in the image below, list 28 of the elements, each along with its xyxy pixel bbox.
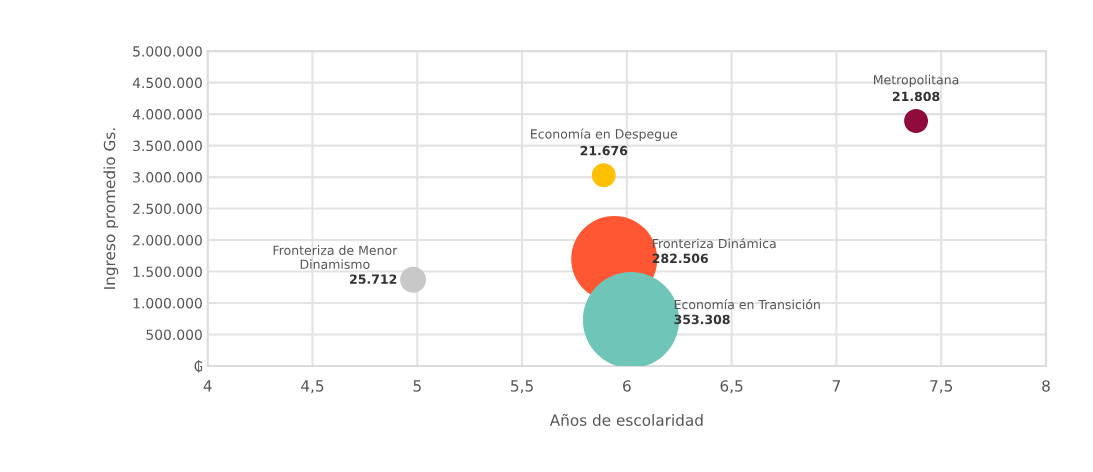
y-axis-title: Ingreso promedio Gs. (103, 128, 119, 289)
x-tick-label: 4 (203, 380, 212, 392)
y-tick-label: 3.000.000 (133, 172, 202, 183)
data-label: 21.676 (580, 145, 628, 156)
x-tick-label: 7,5 (930, 380, 953, 394)
x-tick-label: 4,5 (301, 380, 324, 394)
text: Metropolitana (874, 74, 959, 87)
y-tick-label: 3.500.000 (133, 140, 202, 152)
x-tick-label: 8 (1042, 380, 1050, 392)
data-label: 25.712 (350, 274, 397, 284)
y-tick-label: ₲ (194, 360, 203, 373)
y-tick-label: 1.500.000 (133, 266, 202, 278)
x-axis-title: Años de escolaridad (549, 413, 703, 426)
x-tick-label: 6,5 (720, 380, 743, 394)
series-label: Fronteriza de Menor Dinamismo (273, 245, 398, 269)
text: Economía en Despegue (531, 128, 678, 142)
y-tick-label: 2.500.000 (133, 203, 202, 215)
y-tick-label: 1.000.000 (133, 297, 202, 309)
y-tick-label: 4.500.000 (132, 77, 202, 89)
x-tick-label: 6 (623, 380, 631, 392)
y-tick-label: 5.000.000 (133, 46, 202, 57)
x-tick-label: 7 (832, 380, 840, 392)
data-label: 21.808 (892, 91, 940, 102)
y-tick-label: 4.000.000 (132, 109, 202, 120)
x-tick-label: 5,5 (511, 380, 533, 394)
y-tick-label: 500.000 (146, 329, 202, 340)
x-tick-label: 5 (413, 380, 421, 392)
y-tick-label: 2.000.000 (133, 235, 202, 246)
